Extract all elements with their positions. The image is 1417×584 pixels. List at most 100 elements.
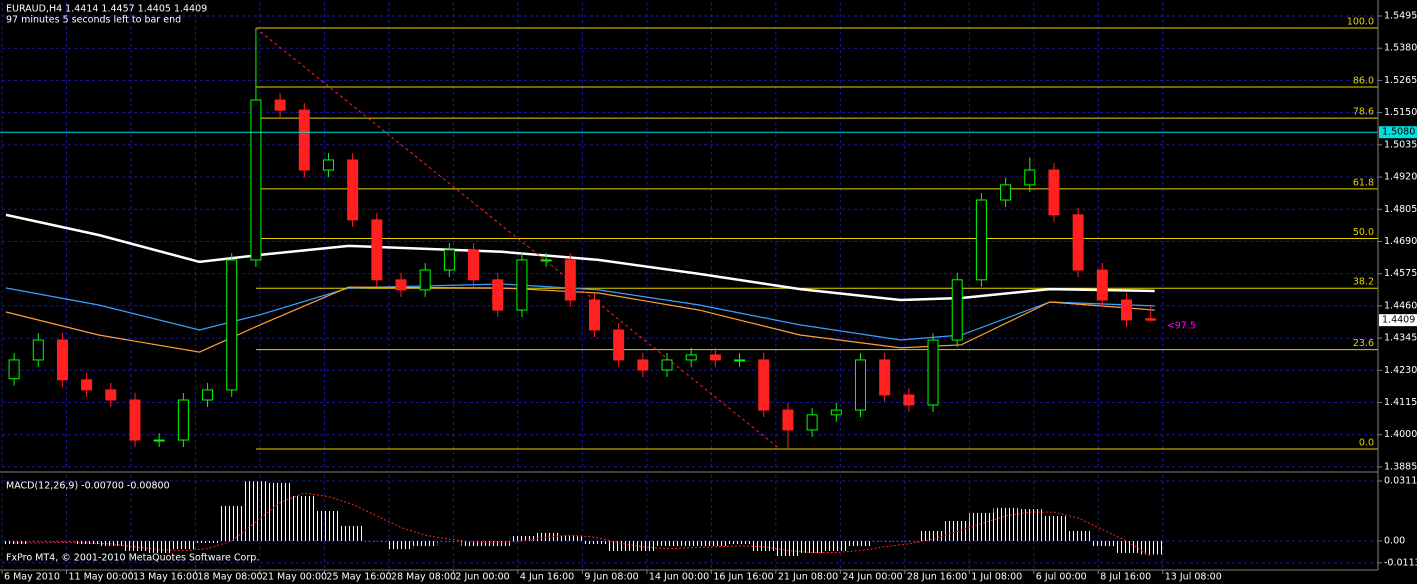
macd-bar [703, 540, 728, 547]
fib-label: 23.6 [1353, 338, 1374, 349]
macd-bar [896, 540, 921, 542]
y-tick-label: 1.4460 [1384, 300, 1417, 311]
candle-body [129, 399, 141, 441]
y-tick-label: 1.5495 [1384, 11, 1417, 22]
macd-bar [364, 540, 389, 542]
macd-bar [1114, 540, 1139, 553]
candle-body [758, 359, 770, 411]
macd-bar [872, 540, 897, 542]
candle-body [975, 199, 987, 281]
macd-bar [509, 535, 535, 541]
candle-body [951, 279, 963, 341]
x-tick-label: 8 Jul 16:00 [1100, 572, 1151, 583]
y-tick-label: 1.4230 [1384, 365, 1417, 376]
candle-body [250, 99, 262, 261]
macd-bar [654, 540, 680, 547]
candle-body [734, 359, 746, 362]
macd-bar [50, 540, 75, 542]
x-tick-label: 18 May 08:00 [197, 572, 262, 583]
chart-title: EURAUD,H4 1.4414 1.4457 1.4405 1.4409 [6, 4, 207, 15]
y-tick-label: 1.3885 [1384, 461, 1417, 472]
x-tick-label: 28 Jun 16:00 [907, 572, 967, 583]
y-tick-label: 1.5150 [1384, 107, 1417, 118]
macd-bar [437, 540, 462, 542]
x-tick-label: 4 Jun 16:00 [520, 572, 574, 583]
x-tick-label: 1 Jul 08:00 [971, 572, 1022, 583]
y-tick-label: 1.4000 [1384, 429, 1417, 440]
macd-bar [171, 540, 196, 550]
candle-body [1072, 214, 1084, 271]
x-tick-label: 14 Jun 00:00 [649, 572, 709, 583]
y-tick-label: 1.5380 [1384, 43, 1417, 54]
macd-bar [219, 505, 244, 541]
candle-body [879, 359, 891, 396]
candle-body [8, 359, 20, 380]
macd-bar [461, 540, 486, 547]
x-tick-label: 13 Jul 08:00 [1165, 572, 1222, 583]
candle-body [274, 99, 286, 111]
macd-bar [969, 512, 994, 541]
y-tick-label: 1.4345 [1384, 333, 1417, 344]
candle-body [637, 359, 649, 371]
x-tick-label: 21 May 00:00 [262, 572, 327, 583]
candle-body [806, 414, 818, 431]
x-tick-label: 13 May 16:00 [133, 572, 198, 583]
candle-body [395, 279, 407, 291]
trendline [255, 27, 781, 450]
candle-body [226, 259, 238, 391]
price-label-box [1379, 314, 1417, 327]
macd-bar [800, 540, 825, 553]
candle-body [927, 339, 939, 406]
macd-bar [195, 540, 220, 543]
x-tick-label: 21 Jun 08:00 [778, 572, 838, 583]
fib-label: 38.2 [1353, 277, 1374, 288]
y-tick-label: 1.4920 [1384, 172, 1417, 183]
macd-bar [147, 540, 172, 553]
macd-bar [1138, 540, 1163, 555]
macd-bar [243, 481, 269, 541]
macd-bar [1017, 509, 1042, 541]
x-tick-label: 6 May 2010 [4, 572, 60, 583]
candle-body [782, 409, 794, 431]
macd-title: MACD(12,26,9) -0.00700 -0.00800 [6, 481, 170, 492]
y-tick-label: 1.4115 [1384, 397, 1417, 408]
macd-bar [2, 540, 27, 545]
y-tick-label: -0.01134 [1384, 557, 1417, 568]
macd-bar [1090, 540, 1115, 547]
x-tick-label: 25 May 16:00 [326, 572, 391, 583]
candle-body [32, 339, 44, 361]
candle-body [347, 159, 359, 221]
macd-bar [388, 540, 414, 550]
macd-bar [679, 540, 704, 547]
fib-label: 0.0 [1359, 437, 1374, 448]
y-tick-label: 1.5035 [1384, 139, 1417, 150]
x-tick-label: 16 Jun 16:00 [713, 572, 773, 583]
candle-body [177, 399, 189, 441]
candle-body [202, 389, 214, 401]
x-tick-label: 9 Jun 08:00 [584, 572, 638, 583]
price-label-box [1379, 126, 1417, 139]
macd-bar [26, 540, 51, 542]
fib-label: 78.6 [1353, 107, 1374, 118]
candle-body [443, 249, 455, 271]
macd-bar [775, 540, 801, 557]
macd-bar [824, 540, 849, 552]
x-tick-label: 2 Jun 00:00 [455, 572, 509, 583]
macd-bar [485, 540, 510, 547]
macd-bar [1066, 530, 1091, 541]
footer: FxPro MT4, © 2001-2010 MetaQuotes Softwa… [6, 553, 259, 564]
fib-label: 100.0 [1347, 17, 1374, 28]
candle-body [854, 359, 866, 411]
macd-bar [630, 540, 655, 552]
candle-body [1048, 169, 1060, 216]
candle-body [1000, 184, 1012, 201]
candle-body [613, 329, 625, 361]
macd-bar [413, 540, 438, 547]
candle-body [1024, 169, 1036, 186]
candle-body [81, 379, 93, 391]
candle-body [492, 279, 504, 311]
macd-bar [268, 482, 293, 541]
candle-body [588, 299, 600, 331]
moving-average [5, 286, 1155, 353]
